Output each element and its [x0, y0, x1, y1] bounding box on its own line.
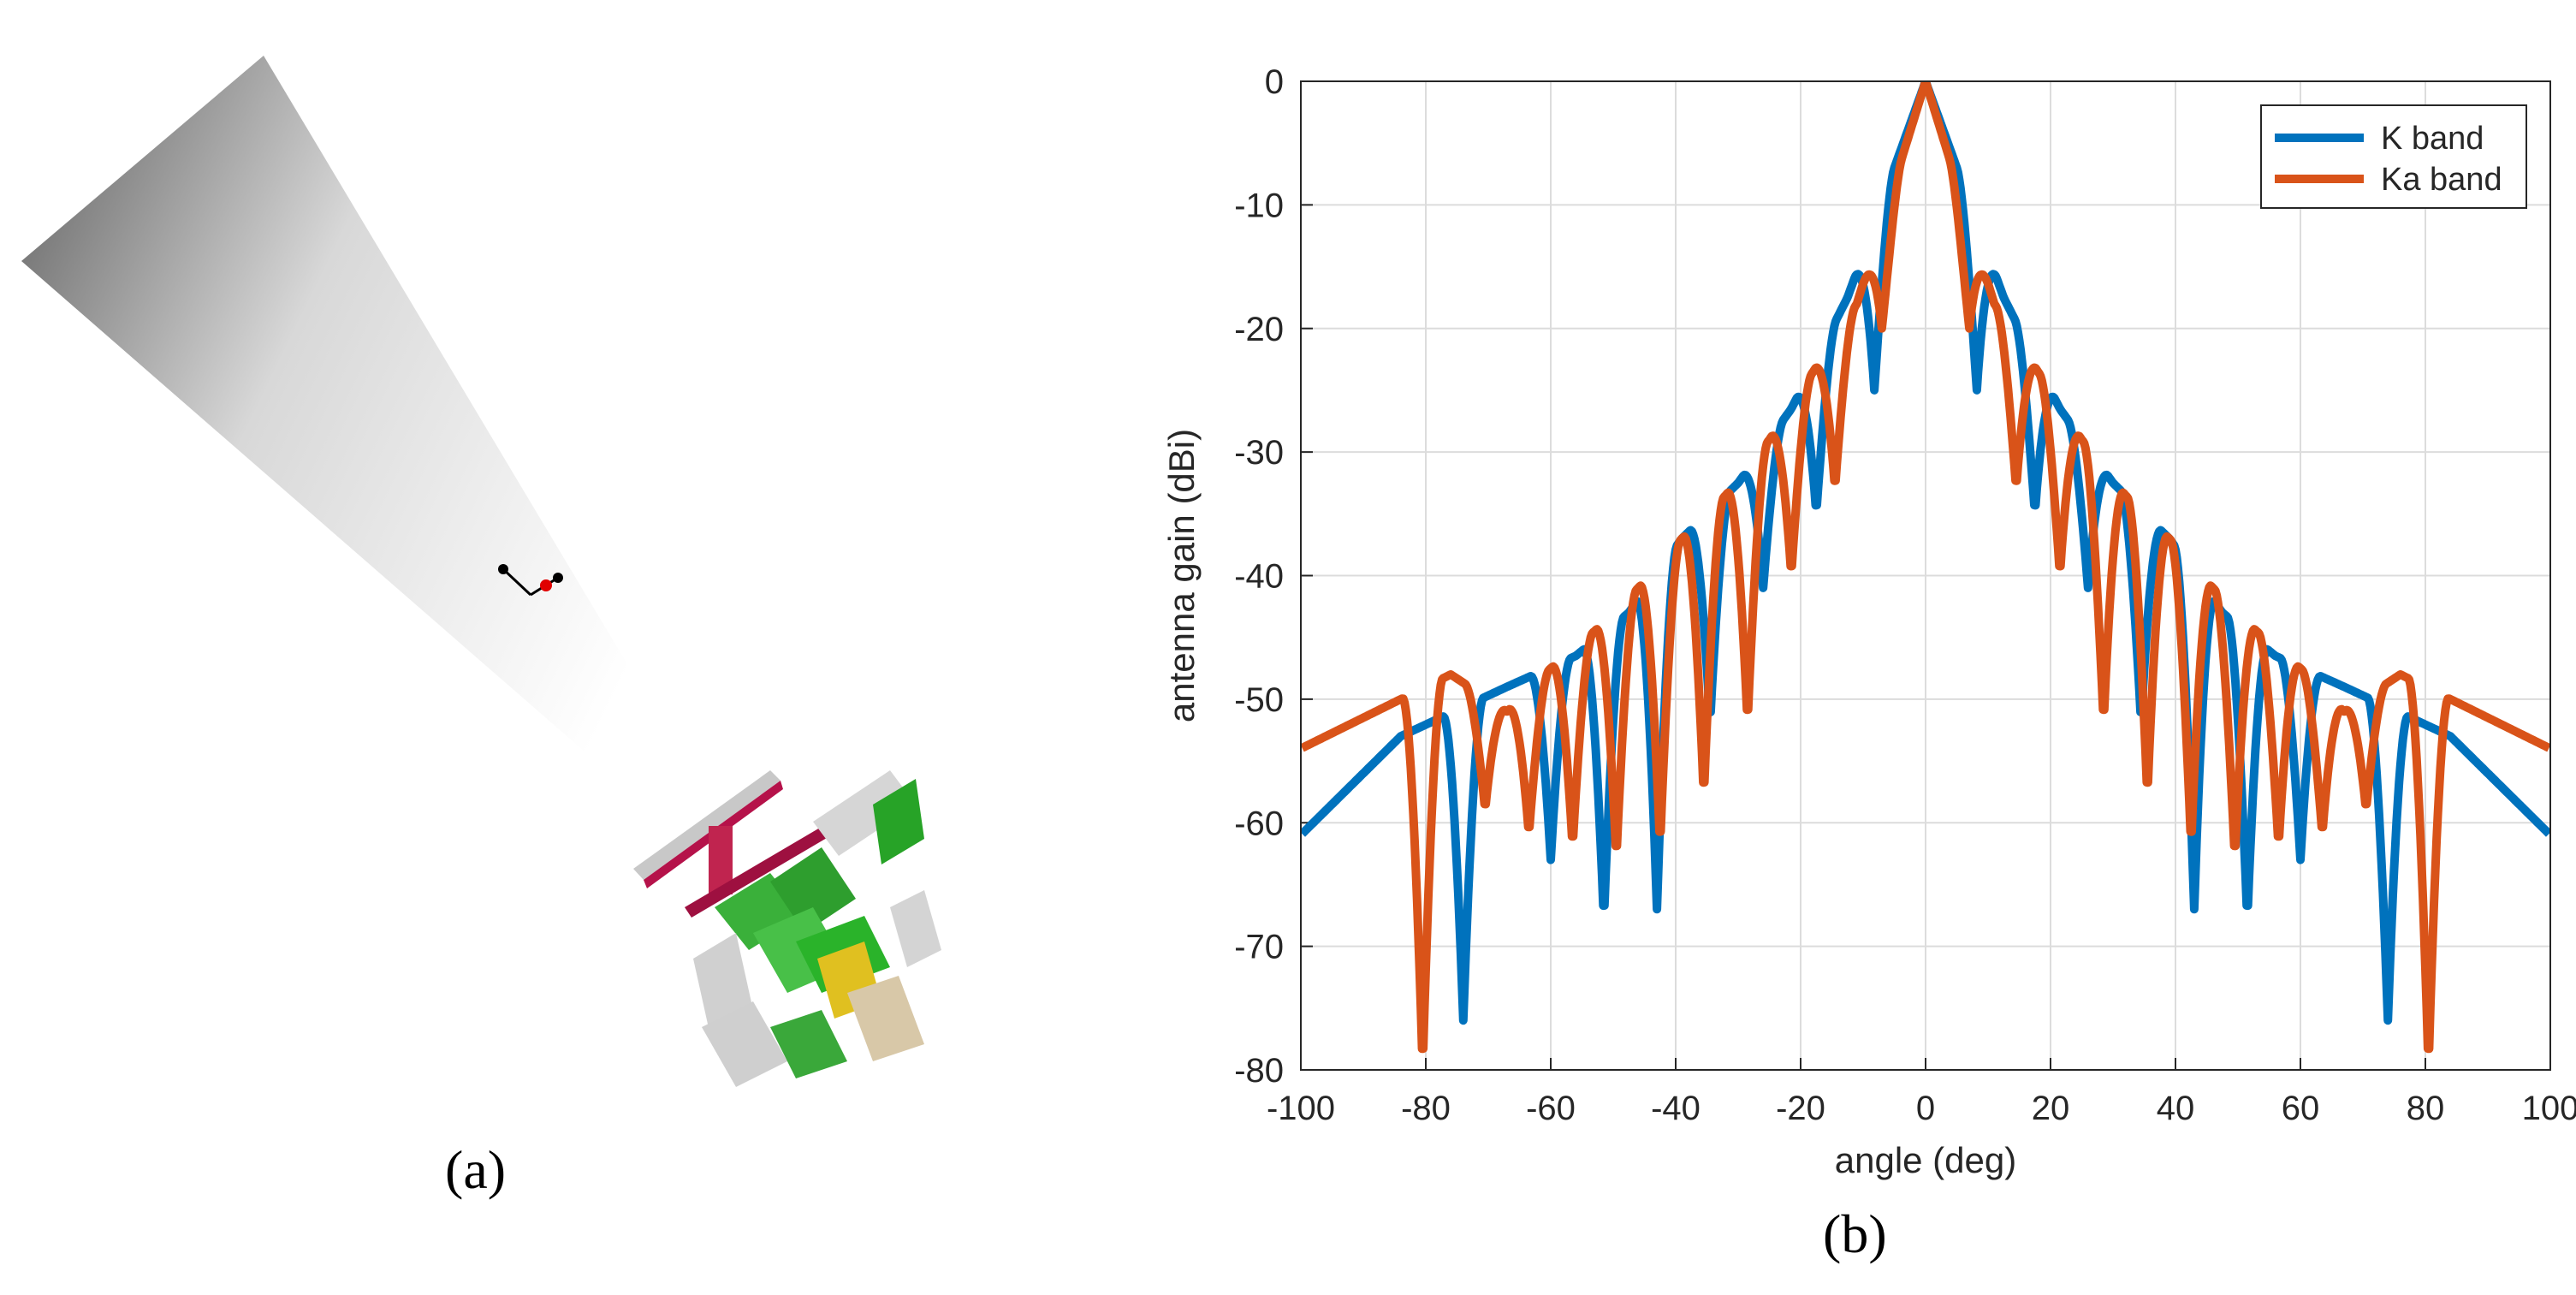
chart-series [1301, 81, 2550, 1054]
chart-grid [1300, 80, 2551, 1071]
flange [633, 770, 837, 918]
feed-marker-icon [498, 564, 563, 597]
x-tick-label: 60 [2282, 1090, 2320, 1127]
x-tick-label: 80 [2407, 1090, 2445, 1127]
y-tick-label: -30 [1234, 434, 1284, 472]
axes-box [1300, 80, 2551, 1071]
y-axis-ticks: 0 -10 -20 -30 -40 -50 -60 -70 -80 [1234, 63, 1284, 1090]
antenna-model-illustration: (a) [0, 0, 1027, 1295]
x-tick-label: -40 [1651, 1090, 1701, 1127]
panel-label-a: (a) [445, 1139, 507, 1200]
x-tick-label: -100 [1267, 1090, 1335, 1127]
feed-network [693, 770, 941, 1087]
y-tick-label: -80 [1234, 1052, 1284, 1090]
x-tick-label: 0 [1916, 1090, 1935, 1127]
x-tick-label: -20 [1776, 1090, 1825, 1127]
x-tick-label: 40 [2157, 1090, 2195, 1127]
y-tick-label: -70 [1234, 929, 1284, 966]
y-tick-label: 0 [1265, 63, 1284, 101]
chart-legend: K band Ka band [2260, 104, 2527, 209]
y-tick-label: -50 [1234, 681, 1284, 719]
panel-label-b: (b) [1823, 1203, 1887, 1264]
legend-label: K band [2381, 121, 2484, 157]
x-tick-label: 100 [2522, 1090, 2576, 1127]
series-line-k-band [1301, 81, 2550, 1025]
x-axis-label: angle (deg) [1835, 1140, 2016, 1180]
x-tick-label: -60 [1526, 1090, 1576, 1127]
y-tick-label: -40 [1234, 558, 1284, 596]
x-tick-label: -80 [1401, 1090, 1451, 1127]
legend-label: Ka band [2381, 162, 2502, 198]
y-tick-label: -10 [1234, 187, 1284, 224]
y-tick-label: -60 [1234, 805, 1284, 842]
series-line-ka-band [1301, 81, 2550, 1054]
horn-antenna-drawing [21, 56, 941, 1087]
x-tick-label: 20 [2032, 1090, 2070, 1127]
horn-cone [21, 56, 719, 839]
gain-chart-panel: -100 -80 -60 -40 -20 0 20 40 60 80 100 0 -10 -20 -30-… [1113, 0, 2576, 1295]
y-tick-label: -20 [1234, 311, 1284, 348]
y-axis-label: antenna gain (dBi) [1161, 429, 1202, 722]
x-axis-ticks: -100 -80 -60 -40 -20 0 20 40 60 80 100 [1267, 1090, 2576, 1127]
gain-chart: -100 -80 -60 -40 -20 0 20 40 60 80 100 0-10-20-30-… [1161, 63, 2576, 1180]
legend-box [2260, 104, 2527, 209]
